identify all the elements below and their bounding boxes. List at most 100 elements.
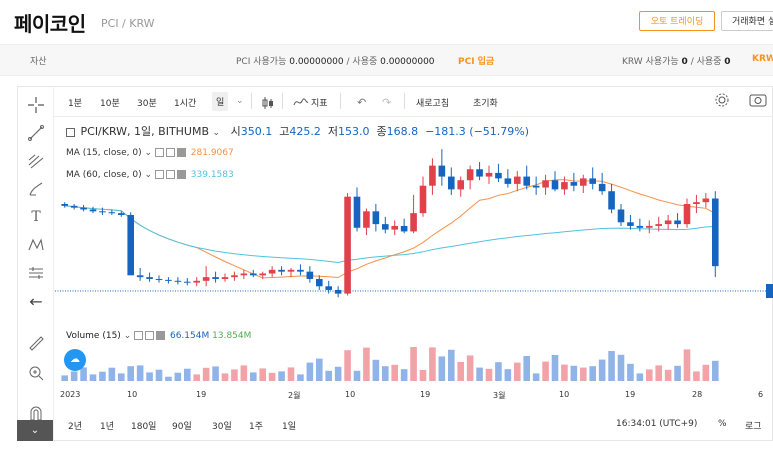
magnet-icon[interactable] — [27, 404, 45, 422]
chevron-down-icon[interactable]: ⌄ — [236, 96, 244, 106]
volume-bar — [325, 370, 333, 381]
candle-body — [334, 289, 342, 294]
range-1d[interactable]: 1일 — [282, 422, 297, 432]
open-value: 350.1 — [240, 125, 273, 138]
candle-body — [297, 269, 304, 272]
interval-1m[interactable]: 1분 — [68, 99, 83, 109]
candle-body — [532, 185, 540, 188]
pci-deposit-link[interactable]: PCI 입금 — [458, 57, 495, 67]
ma60-value: 339.1583 — [190, 170, 234, 180]
volume-bar — [429, 347, 436, 381]
reset-button[interactable]: 초기화 — [473, 99, 498, 109]
candle-body — [363, 211, 370, 228]
volume-bar — [363, 347, 370, 381]
range-2y[interactable]: 2년 — [68, 422, 83, 432]
range-90d[interactable]: 90일 — [172, 422, 192, 432]
brush-icon[interactable] — [27, 180, 45, 198]
trade-screen-button[interactable]: 거래화면 설 — [721, 11, 773, 31]
candle-body — [249, 273, 257, 276]
trendline-icon[interactable] — [27, 124, 45, 142]
redo-icon[interactable]: ↷ — [382, 96, 392, 109]
range-30d[interactable]: 30일 — [212, 422, 232, 432]
collapse-toolbar-button[interactable]: ⌄ — [17, 420, 53, 441]
volume-bar — [447, 349, 455, 381]
volume-bar — [372, 359, 380, 381]
pci-available: PCI 사용가능 0.00000000 / 사용중 0.00000000 — [236, 57, 435, 67]
volume-bar — [598, 359, 606, 381]
volume-bar — [155, 369, 163, 381]
pattern-icon[interactable] — [27, 236, 45, 254]
log-toggle[interactable]: 로그 — [745, 422, 762, 432]
indicator-icon[interactable] — [293, 96, 309, 108]
candle-body — [664, 220, 672, 225]
ma15-legend: MA (15, close, 0) ⌄ 281.9067 — [66, 148, 234, 158]
range-180d[interactable]: 180일 — [131, 422, 157, 432]
settings-gear-icon[interactable] — [714, 92, 730, 111]
volume-bar — [287, 367, 295, 381]
volume-bar — [683, 349, 691, 381]
text-tool-icon[interactable]: T — [31, 209, 41, 225]
close-icon — [156, 331, 166, 340]
interval-1h[interactable]: 1시간 — [174, 99, 197, 109]
ma15-line — [64, 179, 716, 279]
range-1w[interactable]: 1주 — [249, 422, 264, 432]
volume-ma-value: 13.854M — [212, 331, 252, 341]
candle-body — [117, 213, 125, 215]
interval-1d[interactable]: 일 — [212, 92, 229, 111]
zoom-in-icon[interactable] — [27, 364, 45, 382]
ruler-icon[interactable] — [27, 334, 45, 352]
volume-bar — [391, 364, 399, 381]
candle-body — [410, 213, 417, 232]
candle-body — [136, 275, 144, 278]
candle-body — [693, 202, 700, 204]
krw-deposit-link[interactable]: KRW — [752, 54, 773, 64]
low-value: 153.0 — [337, 125, 370, 138]
collapse-legend-icon[interactable] — [66, 127, 75, 137]
interval-10m[interactable]: 10분 — [100, 99, 120, 109]
candle-body — [89, 209, 97, 212]
range-bar: 2년 1년 180일 90일 30일 1주 1일 16:34:01 (UTC+9… — [53, 409, 773, 439]
back-arrow-icon[interactable]: ← — [29, 291, 43, 311]
volume-bar — [231, 369, 238, 381]
candle-body — [165, 279, 172, 281]
candle-body — [268, 269, 276, 274]
candle-body — [655, 224, 663, 226]
candle-body — [457, 180, 465, 190]
candle-type-icon[interactable] — [262, 96, 274, 110]
candle-body — [61, 204, 69, 206]
volume-bar — [551, 355, 559, 381]
undo-icon[interactable]: ↶ — [357, 96, 367, 109]
chart-toolbar: 1분 10분 30분 1시간 일 ⌄ 지표 ↶ ↷ 새로고침 초기화 — [53, 86, 773, 117]
percent-toggle[interactable]: % — [718, 419, 727, 429]
candle-body — [551, 180, 559, 190]
x-tick-label: 10 — [559, 390, 570, 399]
fib-icon[interactable] — [27, 152, 45, 170]
volume-bar — [627, 363, 634, 381]
indicator-button[interactable]: 지표 — [311, 99, 328, 109]
clock-time[interactable]: 16:34:01 (UTC+9) — [616, 419, 698, 429]
volume-bar — [146, 372, 153, 381]
interval-30m[interactable]: 30분 — [137, 99, 157, 109]
volume-bar — [636, 373, 644, 381]
volume-bar — [476, 367, 483, 381]
candle-body — [155, 278, 163, 280]
symbol-label[interactable]: PCI/KRW, 1일, BITHUMB — [80, 125, 210, 138]
settings-icon — [145, 331, 155, 340]
eye-icon — [154, 148, 164, 157]
volume-bar — [240, 365, 248, 381]
volume-bar — [268, 372, 276, 381]
range-1y[interactable]: 1년 — [100, 422, 115, 432]
refresh-button[interactable]: 새로고침 — [416, 99, 450, 109]
volume-bar — [334, 366, 342, 381]
volume-legend: Volume (15) ⌄ 66.154M 13.854M — [66, 331, 252, 341]
measure-icon[interactable] — [27, 264, 45, 282]
volume-bar — [80, 367, 87, 381]
volume-bar — [127, 366, 135, 381]
candle-body — [70, 205, 78, 208]
chevron-down-icon[interactable]: ⌄ — [212, 128, 221, 138]
volume-bar — [504, 369, 512, 381]
auto-trading-button[interactable]: 오토 트레이딩 — [639, 11, 715, 31]
camera-icon[interactable] — [749, 92, 767, 110]
crosshair-icon[interactable] — [27, 96, 45, 114]
